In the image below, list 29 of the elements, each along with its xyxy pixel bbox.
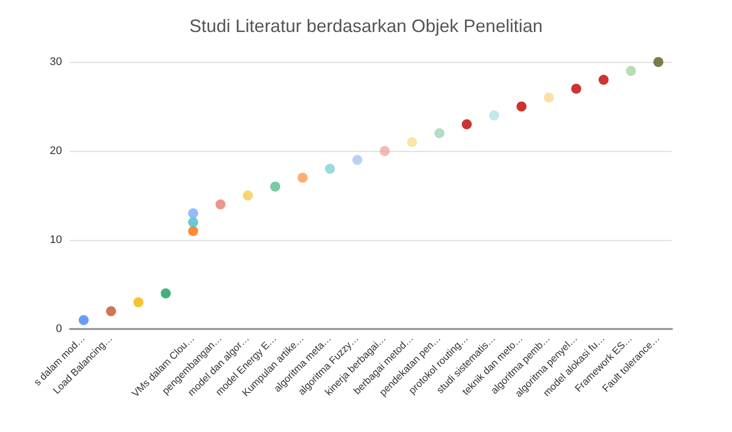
point [653,57,664,67]
point [626,66,636,76]
point [516,102,526,112]
point [571,84,582,94]
point [242,190,253,200]
y-tick-label: 0 [56,323,62,335]
chart-title: Studi Literatur berdasarkan Objek Penelitian [189,16,543,36]
point [160,288,171,298]
point [489,110,500,120]
point [188,226,198,236]
point [462,119,472,130]
point [106,306,116,316]
point [352,154,362,165]
point [188,217,198,228]
y-tick-label: 10 [50,234,62,246]
point [544,92,554,103]
point [133,297,144,308]
point [78,315,89,326]
point [324,164,335,174]
point [216,199,226,210]
y-tick-label: 20 [50,145,62,157]
point [434,128,444,138]
point [298,172,308,183]
point [188,208,198,218]
point [270,182,280,192]
point [598,74,609,85]
point [407,137,418,148]
y-tick-label: 30 [50,56,62,68]
point [380,146,390,156]
